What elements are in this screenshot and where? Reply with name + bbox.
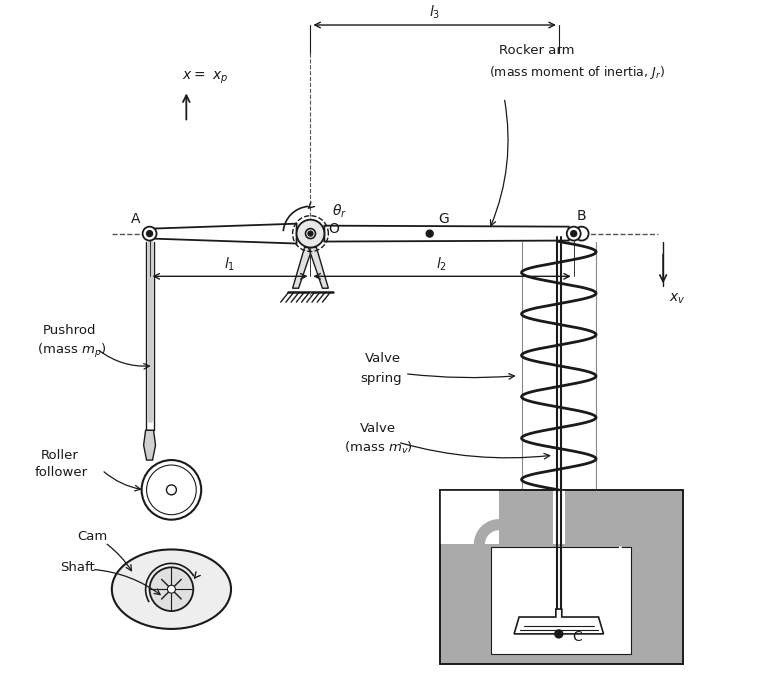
Ellipse shape [112,550,231,629]
Text: $l_3$: $l_3$ [429,3,440,21]
Text: Valve: Valve [365,352,401,366]
Circle shape [306,229,316,238]
Circle shape [296,220,325,248]
Polygon shape [309,248,329,288]
Bar [491,548,631,654]
Text: A: A [131,212,141,225]
Circle shape [575,227,588,240]
Text: $x_v$: $x_v$ [669,292,685,307]
Polygon shape [325,225,568,242]
Polygon shape [514,609,604,634]
Circle shape [147,465,196,515]
Text: $l_1$: $l_1$ [225,256,235,273]
Circle shape [167,485,176,495]
Circle shape [143,227,157,240]
Text: $x = \ x_p$: $x = \ x_p$ [183,70,228,86]
Polygon shape [151,223,296,244]
Polygon shape [144,431,156,460]
Circle shape [571,231,577,236]
Text: G: G [439,212,449,225]
Bar [439,490,683,663]
Circle shape [308,231,313,236]
Text: follower: follower [34,466,87,479]
Text: Cam: Cam [77,530,107,543]
Text: Shaft: Shaft [60,561,95,574]
Text: (mass $m_v$): (mass $m_v$) [345,440,413,456]
Text: $l_2$: $l_2$ [436,256,447,273]
Text: spring: spring [360,372,402,385]
Bar [439,490,499,544]
Circle shape [567,227,581,240]
Circle shape [141,460,201,520]
Circle shape [555,630,563,638]
Text: Rocker arm: Rocker arm [499,44,575,58]
Text: Roller: Roller [40,449,78,462]
Text: (mass moment of inertia, $J_r$): (mass moment of inertia, $J_r$) [489,64,665,81]
Text: (mass $m_p$): (mass $m_p$) [37,342,107,359]
Text: O: O [329,221,339,236]
Circle shape [167,585,176,593]
Bar [553,490,565,544]
Text: Pushrod: Pushrod [42,324,96,337]
Text: Valve: Valve [360,422,397,435]
Circle shape [150,567,193,611]
Polygon shape [293,248,312,288]
Text: $\theta_r$: $\theta_r$ [332,203,348,221]
Text: C: C [573,630,582,644]
Circle shape [426,230,433,237]
Circle shape [147,231,153,236]
Text: B: B [577,209,587,223]
